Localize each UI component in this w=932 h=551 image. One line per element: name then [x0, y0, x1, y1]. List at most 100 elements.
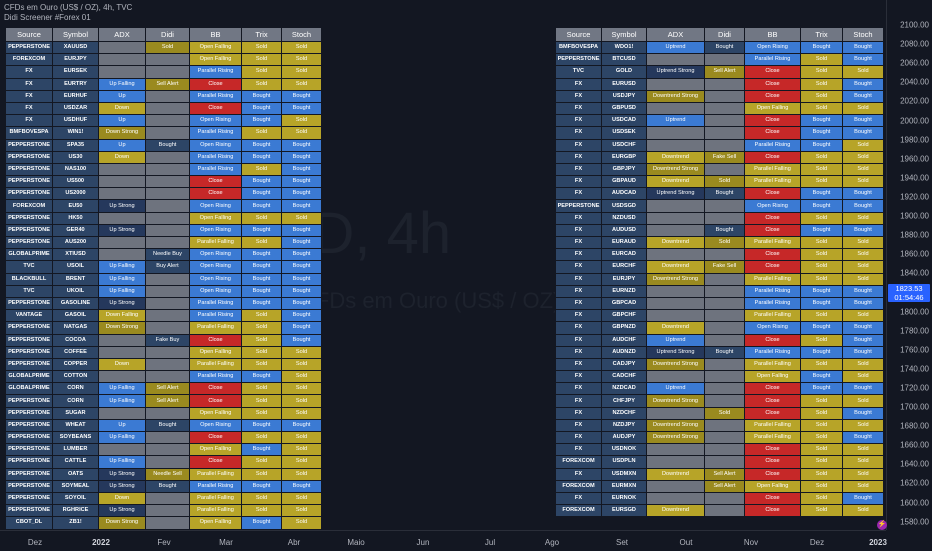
cell-bb: Close — [189, 333, 242, 347]
table-row: FOREXCOM USDPLN Close Sold Sold — [555, 455, 884, 469]
cell-didi — [145, 65, 190, 79]
cell-stoch: Bought — [281, 418, 322, 433]
cell-stoch: Bought — [842, 53, 884, 67]
cell-bb: Close — [744, 114, 801, 128]
cell-source: FX — [555, 467, 602, 481]
cell-source: GLOBALPRIME — [5, 248, 53, 262]
cell-bb: Parallel Falling — [189, 504, 242, 518]
cell-trix: Bought — [800, 223, 843, 238]
cell-bb: Close — [744, 223, 801, 238]
cell-trix: Bought — [241, 150, 282, 164]
cell-trix: Sold — [241, 382, 282, 396]
cell-adx: Up Strong — [98, 467, 146, 481]
cell-trix: Bought — [800, 138, 843, 152]
cell-bb: Parallel Rising — [744, 53, 801, 67]
cell-source: BMFBOVESPA — [5, 126, 53, 140]
time-axis[interactable]: Dez 2022 Fev Mar Abr Maio Jun Jul Ago Set Out Nov De… — [0, 530, 887, 551]
cell-symbol: EURCHF — [601, 260, 647, 274]
cell-trix: Sold — [241, 345, 282, 359]
cell-adx: Uptrend — [646, 40, 705, 55]
cell-symbol: GBPCHF — [601, 309, 647, 323]
cell-symbol: US2000 — [52, 187, 99, 201]
table-row: FOREXCOM EURMXN Sell Alert Open Falling Sold… — [555, 479, 884, 493]
cell-didi: Buy Alert — [145, 260, 190, 274]
cell-stoch: Sold — [842, 175, 884, 189]
cell-trix: Sold — [800, 150, 843, 164]
price-axis[interactable]: 2100.00 2080.00 2060.00 2040.00 2020.00 2000.… — [886, 0, 932, 530]
cell-didi: Bought — [704, 345, 745, 359]
cell-trix: Sold — [800, 430, 843, 445]
cell-source: FX — [5, 114, 53, 128]
cell-adx: Downtrend Strong — [646, 272, 705, 286]
column-header-symbol: Symbol — [601, 27, 647, 42]
cell-symbol: COTTON — [52, 370, 99, 384]
cell-trix: Sold — [241, 406, 282, 420]
chart-title[interactable]: CFDs em Ouro (US$ / OZ), 4h, TVC — [4, 3, 133, 12]
cell-stoch: Sold — [281, 114, 322, 128]
cell-stoch: Sold — [281, 357, 322, 372]
cell-source: FX — [555, 126, 602, 140]
cell-bb: Parallel Falling — [189, 235, 242, 250]
indicator-name[interactable]: Didi Screener #Forex 01 — [4, 13, 91, 22]
cell-source: FX — [555, 284, 602, 298]
cell-adx — [98, 345, 146, 359]
cell-adx — [98, 370, 146, 384]
cell-stoch: Sold — [281, 443, 322, 457]
table-row: FX EURTRY Up Falling Sell Alert Close Sold Sol… — [5, 77, 322, 91]
cell-trix: Bought — [241, 223, 282, 238]
cell-didi — [145, 491, 190, 506]
settings-icon[interactable]: ⚡ — [877, 520, 887, 530]
cell-stoch: Bought — [842, 223, 884, 238]
cell-stoch: Sold — [281, 394, 322, 408]
cell-didi — [145, 296, 190, 311]
cell-source: FX — [555, 443, 602, 457]
cell-symbol: CADCHF — [601, 370, 647, 384]
cell-adx — [98, 443, 146, 457]
table-row: TVC UKOIL Up Falling Open Rising Bought Bough… — [5, 284, 322, 298]
cell-didi — [145, 406, 190, 420]
cell-symbol: EURSEK — [52, 65, 99, 79]
cell-symbol: NZDCHF — [601, 406, 647, 420]
cell-adx: Down — [98, 101, 146, 116]
cell-symbol: COCOA — [52, 333, 99, 347]
cell-symbol: USDHUF — [52, 114, 99, 128]
cell-didi — [145, 504, 190, 518]
screener-table-right: Source Symbol ADX Didi BB Trix Stoch BMFBOVESP… — [555, 27, 884, 518]
cell-source: PEPPERSTONE — [5, 296, 53, 311]
price-tick: 1660.00 — [900, 440, 929, 450]
cell-didi — [145, 235, 190, 250]
cell-symbol: GBPJPY — [601, 162, 647, 177]
cell-trix: Sold — [241, 357, 282, 372]
table-row: PEPPERSTONE CATTLE Up Falling Close Sold Sold — [5, 455, 322, 469]
cell-didi — [145, 187, 190, 201]
cell-stoch: Sold — [281, 77, 322, 91]
cell-trix: Bought — [241, 260, 282, 274]
column-header-bb: BB — [744, 27, 801, 42]
table-row: PEPPERSTONE RGHRICE Up Strong Parallel Fall… — [5, 504, 322, 518]
cell-symbol: CORN — [52, 394, 99, 408]
cell-bb: Parallel Rising — [189, 370, 242, 384]
cell-bb: Close — [744, 467, 801, 481]
cell-trix: Bought — [800, 296, 843, 311]
table-row: PEPPERSTONE SOYOIL Down Parallel Falling Sol… — [5, 491, 322, 506]
table-row: FX GBPNZD Downtrend Open Rising Bought Bought — [555, 321, 884, 335]
cell-bb: Parallel Falling — [189, 321, 242, 335]
chart-header: CFDs em Ouro (US$ / OZ), 4h, TVC Didi Sc… — [4, 3, 132, 23]
cell-symbol: XAUUSD — [52, 40, 99, 55]
table-row: FX USDMXN Downtrend Sell Alert Close Sold Sold — [555, 467, 884, 481]
cell-source: FX — [555, 235, 602, 250]
table-row: FX GBPAUD Downtrend Sold Parallel Falling Sol… — [555, 175, 884, 189]
cell-symbol: AUS200 — [52, 235, 99, 250]
cell-bb: Close — [744, 491, 801, 506]
cell-symbol: EURNZD — [601, 284, 647, 298]
cell-stoch: Sold — [842, 455, 884, 469]
cell-stoch: Sold — [281, 126, 322, 140]
cell-adx — [646, 138, 705, 152]
cell-bb: Open Falling — [189, 443, 242, 457]
cell-didi — [704, 357, 745, 372]
cell-adx: Down Strong — [98, 126, 146, 140]
cell-didi: Bought — [145, 138, 190, 152]
cell-symbol: USDNOK — [601, 443, 647, 457]
cell-symbol: EURMXN — [601, 479, 647, 493]
cell-didi — [145, 272, 190, 286]
